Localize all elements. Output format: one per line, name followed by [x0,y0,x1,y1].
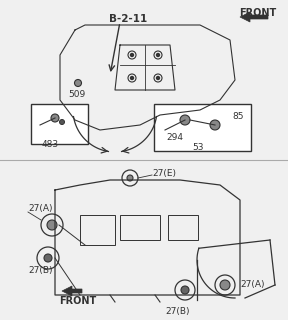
Circle shape [51,114,59,122]
FancyBboxPatch shape [31,104,88,144]
Text: B-2-11: B-2-11 [109,14,147,24]
Circle shape [220,280,230,290]
Text: 27(B): 27(B) [166,307,190,316]
Circle shape [180,115,190,125]
Circle shape [60,119,65,124]
Bar [168,215,198,240]
Circle shape [47,220,57,230]
Bar [120,215,160,240]
Text: 27(E): 27(E) [152,169,176,178]
Text: 27(A): 27(A) [240,281,264,290]
Text: FRONT: FRONT [59,296,97,306]
Text: 27(B): 27(B) [28,266,52,275]
Text: 483: 483 [41,140,58,149]
Text: 85: 85 [232,112,244,121]
Circle shape [127,175,133,181]
Circle shape [210,120,220,130]
Polygon shape [240,12,268,22]
Circle shape [181,286,189,294]
Text: FRONT: FRONT [239,8,277,18]
Bar [80,215,115,245]
Circle shape [156,76,160,79]
Circle shape [156,53,160,57]
FancyBboxPatch shape [154,104,251,151]
Circle shape [75,79,82,86]
Text: 294: 294 [166,133,183,142]
Text: 509: 509 [68,90,85,99]
Text: 27(A): 27(A) [28,204,52,212]
Circle shape [44,254,52,262]
Circle shape [130,53,134,57]
Text: 53: 53 [192,143,204,152]
Polygon shape [62,286,82,296]
Circle shape [130,76,134,79]
